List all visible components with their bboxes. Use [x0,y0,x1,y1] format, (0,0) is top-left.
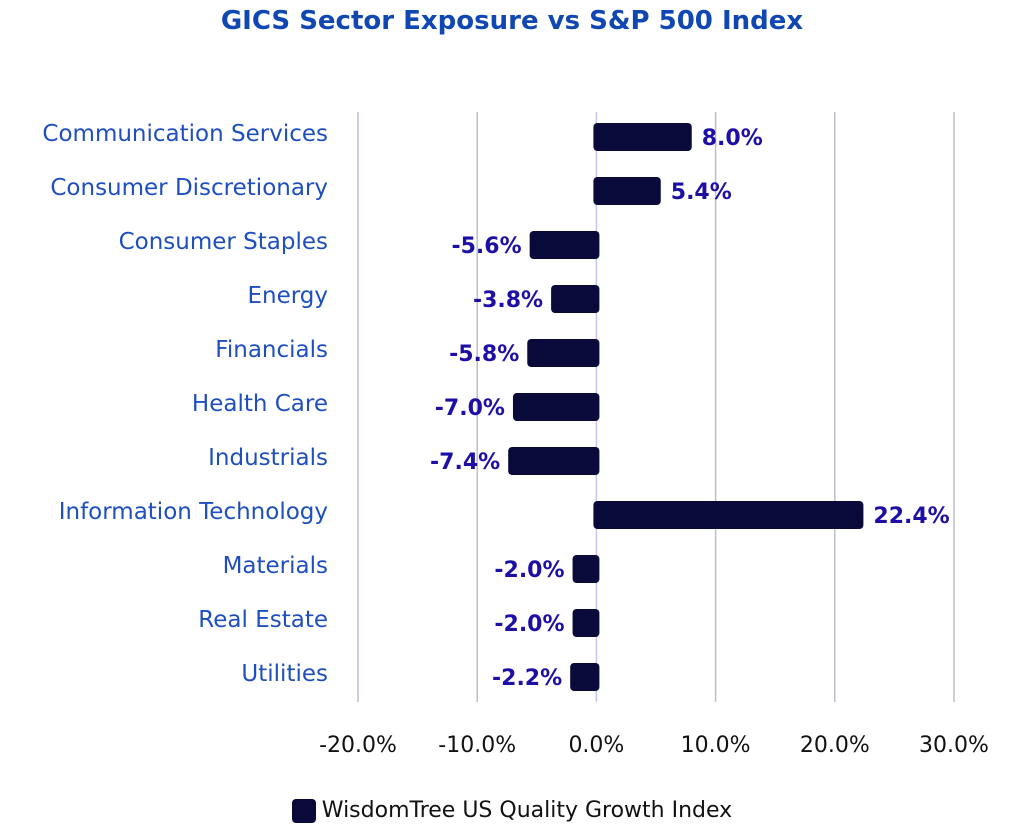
data-label: -5.8% [449,342,519,367]
category-label: Health Care [192,391,328,417]
x-tick-label: 0.0% [568,733,624,758]
category-label: Real Estate [198,607,328,633]
bar [593,177,661,205]
x-tick-label: -10.0% [438,733,516,758]
x-tick-label: 20.0% [800,733,870,758]
legend-label: WisdomTree US Quality Growth Index [321,798,733,823]
data-labels: 8.0% 5.4% -5.6% -3.8% -5.8% -7.0% -7.4% 22.4% -2… [430,126,950,691]
chart-title: GICS Sector Exposure vs S&P 500 Index [220,6,804,36]
data-label: -7.0% [435,396,505,421]
bar [593,501,864,529]
category-label: Energy [247,283,328,309]
category-label: Consumer Discretionary [50,175,328,201]
data-label: -2.0% [494,612,564,637]
data-label: -3.8% [473,288,543,313]
data-label: -5.6% [451,234,521,259]
category-label: Utilities [241,661,328,687]
category-label: Consumer Staples [119,229,328,255]
data-label: 22.4% [873,504,949,529]
data-label: -7.4% [430,450,500,475]
bar [512,393,600,421]
bar [508,447,600,475]
legend: WisdomTree US Quality Growth Index [0,798,1024,828]
bar [551,285,600,313]
bar [572,555,600,583]
category-labels: Communication Services Consumer Discretio… [42,121,328,687]
bar [593,123,692,151]
bar [570,663,600,691]
data-label: -2.0% [494,558,564,583]
data-label: 8.0% [702,126,763,151]
category-label: Communication Services [42,121,328,147]
legend-swatch [291,798,316,823]
category-label: Materials [223,553,328,579]
x-tick-labels: -20.0% -10.0% 0.0% 10.0% 20.0% 30.0% [319,733,989,758]
x-tick-label: 10.0% [681,733,751,758]
x-tick-label: 30.0% [919,733,989,758]
bar [572,609,600,637]
bars [508,123,864,691]
data-label: 5.4% [671,180,732,205]
data-label: -2.2% [492,666,562,691]
x-tick-label: -20.0% [319,733,397,758]
category-label: Industrials [208,445,328,471]
category-label: Financials [215,337,328,363]
bar [529,231,600,259]
category-label: Information Technology [59,499,328,525]
bar [527,339,600,367]
